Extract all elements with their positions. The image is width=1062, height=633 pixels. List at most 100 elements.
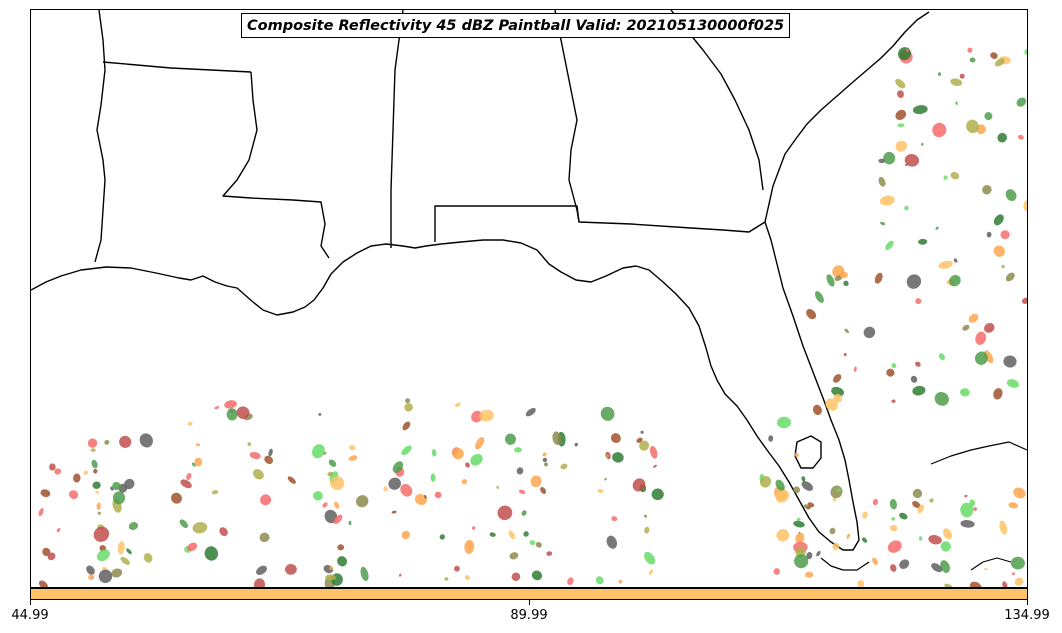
paintball-blob	[179, 519, 189, 528]
paintball-blob	[264, 455, 274, 465]
paintball-blob	[525, 407, 536, 417]
paintball-blob	[949, 275, 961, 287]
paintball-blob	[504, 433, 517, 445]
paintball-blob	[891, 399, 896, 403]
paintball-blob	[805, 571, 814, 578]
paintball-blob	[47, 552, 56, 561]
paintball-blob	[997, 132, 1008, 143]
paintball-blob	[1011, 572, 1015, 576]
cuba-coast	[930, 441, 1027, 465]
paintball-blob	[91, 459, 98, 469]
paintball-blob	[846, 533, 851, 540]
paintball-blob	[247, 442, 252, 446]
paintball-blob	[95, 490, 100, 494]
paintball-blob	[775, 479, 785, 491]
paintball-blob	[610, 433, 621, 444]
paintball-blob	[938, 353, 945, 361]
paintball-blob	[912, 488, 923, 499]
paintball-blob	[542, 457, 548, 463]
colorbar-tick-2	[529, 600, 530, 605]
paintball-blob	[886, 368, 895, 377]
paintball-blob	[944, 583, 954, 587]
map-panel	[30, 9, 1028, 588]
paintball-blob	[73, 473, 81, 483]
paintball-blob	[801, 476, 806, 482]
paintball-blob	[259, 532, 270, 543]
paintball-blob	[111, 568, 123, 578]
paintball-blob	[889, 498, 897, 510]
paintball-blob	[143, 553, 153, 563]
basemap	[31, 10, 1027, 587]
paintball-blob	[832, 497, 837, 502]
paintball-blob	[773, 568, 781, 575]
paintball-blob	[194, 457, 203, 467]
paintball-blob	[897, 123, 905, 128]
colorbar-tick-label-1: 44.99	[11, 608, 49, 623]
border-tx-la	[94, 10, 106, 263]
paintball-blob	[42, 547, 51, 557]
paintball-blob	[651, 488, 664, 501]
paintball-blob	[252, 469, 264, 480]
border-la-ms	[222, 71, 330, 259]
paintball-blob	[401, 445, 412, 456]
paintball-blob	[863, 326, 876, 339]
paintball-blob	[643, 514, 648, 518]
border-ms-al	[390, 10, 404, 248]
paintball-blob	[268, 448, 273, 457]
border-ar-la	[102, 61, 252, 73]
paintball-blob	[878, 158, 885, 164]
paintball-blob	[1008, 502, 1019, 509]
paintball-blob	[904, 163, 909, 166]
paintball-blob	[768, 435, 774, 442]
paintball-blob	[392, 461, 404, 473]
paintball-blob	[605, 454, 609, 458]
colorbar-tick-label-2: 89.99	[510, 608, 548, 623]
border-fl-al-ga	[434, 205, 766, 242]
paintball-blob	[918, 238, 928, 245]
paintball-blob	[1017, 134, 1024, 140]
paintball-blob	[434, 491, 442, 499]
paintball-blob	[912, 105, 928, 115]
paintball-blob	[139, 433, 153, 448]
paintball-blob	[461, 479, 468, 485]
paintball-blob	[843, 280, 849, 287]
paintball-blob	[535, 542, 542, 548]
paintball-blob	[899, 559, 910, 570]
paintball-blob	[496, 485, 500, 490]
paintball-blob	[330, 476, 345, 491]
paintball-blob	[542, 452, 547, 457]
paintball-blob	[1010, 556, 1025, 570]
paintball-blob	[974, 351, 988, 365]
paintball-blob	[600, 406, 615, 421]
paintball-blob	[313, 491, 323, 501]
paintball-blob	[552, 431, 562, 445]
paintball-blob	[120, 556, 130, 565]
paintball-blob	[955, 101, 958, 105]
paintball-blob	[516, 467, 524, 475]
paintball-blob	[1014, 577, 1024, 586]
paintball-blob	[595, 576, 604, 585]
paintball-blob	[333, 514, 343, 524]
paintball-blob	[260, 494, 272, 506]
paintball-blob	[915, 361, 921, 367]
paintball-blob	[1001, 264, 1005, 269]
paintball-blob	[928, 534, 942, 545]
paintball-blob	[833, 393, 843, 403]
paintball-blob	[931, 563, 943, 573]
paintball-blob	[117, 541, 125, 555]
paintball-blob	[93, 526, 110, 542]
paintball-blob	[897, 90, 904, 98]
paintball-blob	[38, 508, 44, 517]
paintball-blob	[192, 522, 208, 534]
paintball-blob	[97, 511, 101, 515]
paintball-blob	[83, 470, 89, 475]
paintball-blob	[969, 57, 976, 63]
paintball-blob	[96, 502, 101, 510]
paintball-blob	[287, 476, 296, 484]
paintball-blob	[938, 260, 953, 269]
paintball-blob	[475, 437, 485, 450]
paintball-blob	[883, 151, 896, 165]
paintball-blob	[929, 498, 934, 503]
paintball-blob	[1005, 272, 1015, 282]
paintball-blob	[795, 532, 805, 544]
